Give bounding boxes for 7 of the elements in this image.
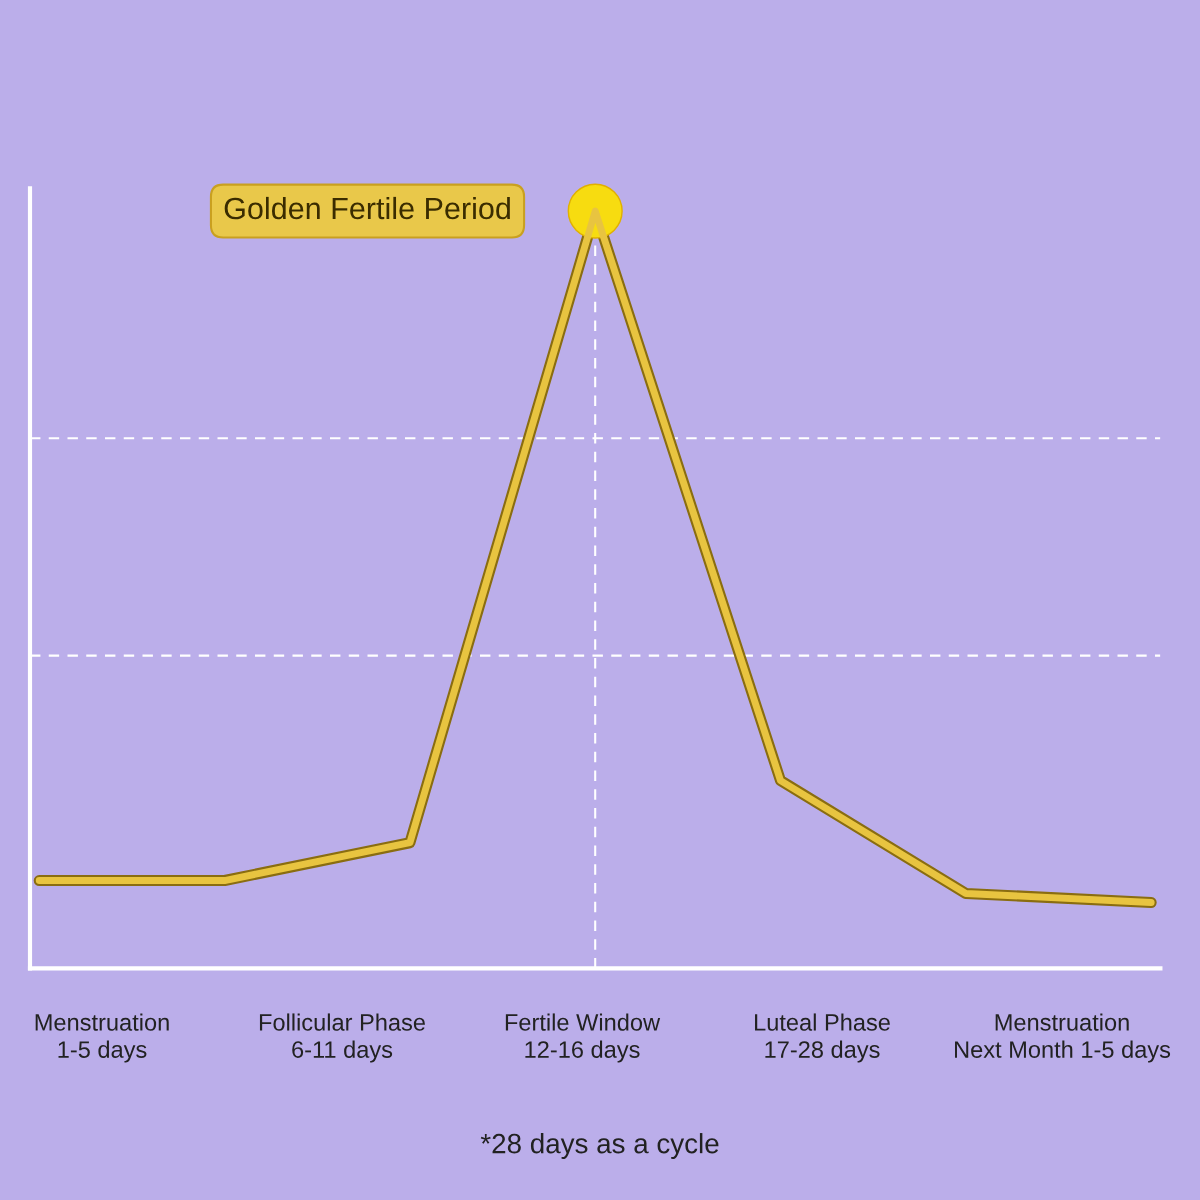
- annotation: Golden Fertile Period: [224, 196, 510, 220]
- text: Menstruation 1-5 days: [35, 1013, 169, 1063]
- text: Follicular Phase 6-11 days: [259, 1013, 425, 1063]
- text: Luteal Phase 17-28 days: [755, 1013, 890, 1063]
- text: Menstruation Next Month 1-5 days: [955, 1013, 1171, 1063]
- text: *28 days as a cycle: [480, 1133, 719, 1159]
- text: Fertile Window 12-16 days: [505, 1013, 661, 1063]
